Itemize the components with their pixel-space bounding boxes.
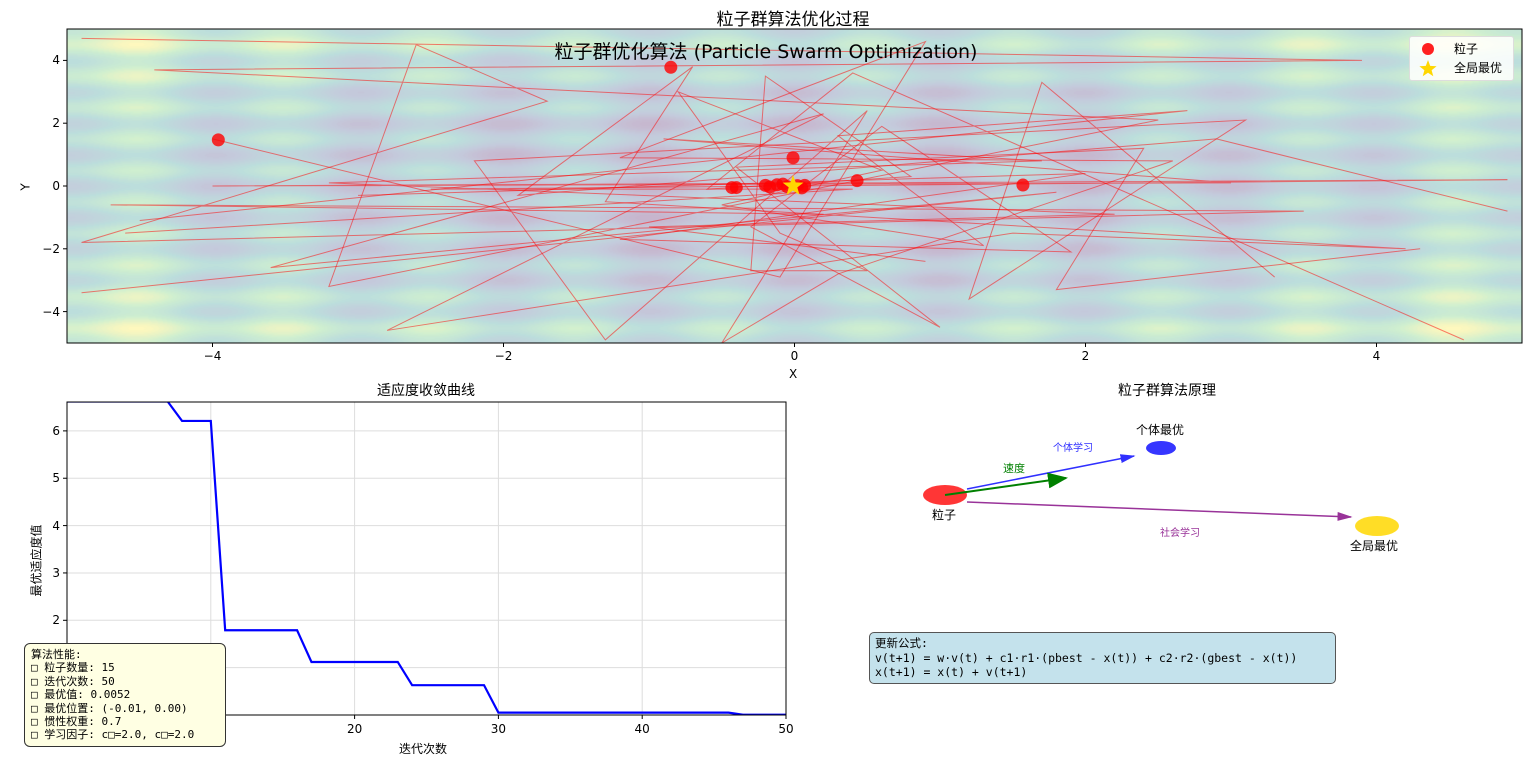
diagram-title: 粒子群算法原理 xyxy=(1118,383,1216,399)
y-tick-label: 2 xyxy=(52,613,60,628)
y-tick-label: 4 xyxy=(52,53,60,68)
formula-line: x(t+1) = x(t) + v(t+1) xyxy=(875,665,1028,679)
convergence-title: 适应度收敛曲线 xyxy=(377,383,475,399)
x-tick-label: 50 xyxy=(778,722,794,736)
y-tick-label: −4 xyxy=(42,304,60,319)
legend-label-particle: 粒子 xyxy=(1454,42,1479,56)
pbest-label: 个体最优 xyxy=(1136,423,1185,437)
formula-line: v(t+1) = w·v(t) + c1·r1·(pbest - x(t)) +… xyxy=(875,650,1298,665)
particle-point xyxy=(1016,178,1030,192)
particle-point xyxy=(786,151,800,165)
formula-line: 更新公式: xyxy=(875,636,928,650)
particle-point xyxy=(211,133,225,147)
particle-point xyxy=(758,178,772,192)
y-tick-label: −2 xyxy=(42,241,60,256)
x-tick-label: −4 xyxy=(203,349,222,363)
y-tick-label: 3 xyxy=(52,565,60,580)
y-tick-label: 0 xyxy=(52,179,60,193)
social-arrow xyxy=(966,501,1353,521)
legend-star-icon xyxy=(1419,60,1437,77)
figure-title: 粒子群算法优化过程 xyxy=(716,10,870,30)
particle-point xyxy=(664,60,678,74)
particle-trajectory xyxy=(357,125,1421,328)
convergence-xlabel: 迭代次数 xyxy=(399,742,448,756)
fitness-curve xyxy=(67,402,786,715)
info-line: □ 粒子数量: 15 xyxy=(31,661,115,675)
scatter-title: 粒子群优化算法 (Particle Swarm Optimization) xyxy=(554,41,978,63)
particle-label: 粒子 xyxy=(932,508,957,522)
legend-label-gbest: 全局最优 xyxy=(1454,61,1503,75)
global-best-star xyxy=(782,175,804,195)
scatter-xlabel: X xyxy=(789,367,798,381)
info-line: □ 最优值: 0.0052 xyxy=(31,688,131,702)
social-label: 社会学习 xyxy=(1160,528,1200,539)
info-line: □ 最优位置: (-0.01, 0.00) xyxy=(31,701,188,715)
y-tick-label: 2 xyxy=(52,116,60,131)
info-line: 算法性能: xyxy=(31,648,82,661)
y-tick-label: 5 xyxy=(52,471,60,486)
info-line: □ 迭代次数: 50 xyxy=(31,674,115,688)
pbest-node xyxy=(1146,441,1176,455)
cognitive-label: 个体学习 xyxy=(1053,443,1093,454)
particle-trajectory xyxy=(125,138,1508,262)
x-tick-label: 2 xyxy=(1081,349,1090,363)
x-tick-label: 4 xyxy=(1372,349,1381,363)
particle-trajectory xyxy=(81,37,1362,288)
y-tick-label: 4 xyxy=(52,518,60,533)
x-tick-label: −2 xyxy=(494,349,513,363)
particle-point xyxy=(850,174,864,188)
convergence-frame xyxy=(66,401,787,716)
cognitive-arrow xyxy=(966,454,1136,490)
y-tick-label: 6 xyxy=(52,423,60,438)
algorithm-performance-box: 算法性能: □ 粒子数量: 15 □ 迭代次数: 50 □ 最优值: 0.0052 □ … xyxy=(24,643,226,747)
gbest-label: 全局最优 xyxy=(1350,539,1399,553)
scatter-marks xyxy=(81,37,1508,343)
scatter-legend: 粒子 全局最优 xyxy=(1409,36,1514,81)
particle-trajectory xyxy=(81,66,1508,331)
velocity-label: 速度 xyxy=(1003,462,1025,475)
x-tick-label: 40 xyxy=(634,722,650,736)
x-tick-label: 30 xyxy=(490,722,507,736)
particle-trajectory xyxy=(212,40,1275,343)
info-line: □ 学习因子: c□=2.0, c□=2.0 xyxy=(31,728,195,742)
particle-point xyxy=(729,181,743,195)
gbest-node xyxy=(1355,516,1399,536)
info-line: □ 惯性权重: 0.7 xyxy=(31,715,122,729)
x-tick-label: 20 xyxy=(346,722,363,736)
velocity-arrow xyxy=(944,472,1068,496)
update-formula-box: 更新公式: v(t+1) = w·v(t) + c1·r1·(pbest - x(… xyxy=(869,632,1336,684)
legend-particle-marker xyxy=(1422,43,1434,55)
x-tick-label: 0 xyxy=(790,349,799,363)
